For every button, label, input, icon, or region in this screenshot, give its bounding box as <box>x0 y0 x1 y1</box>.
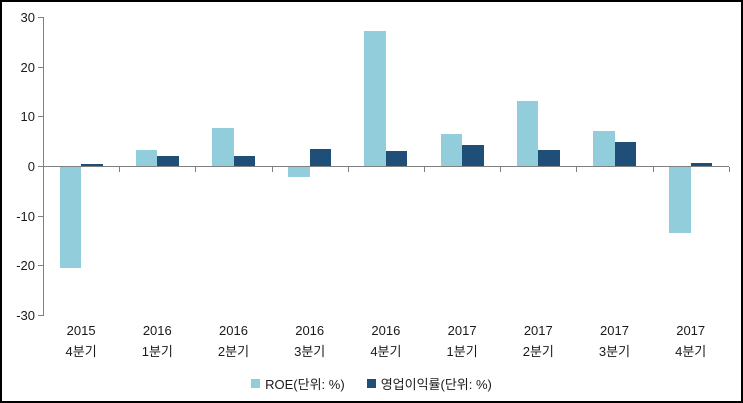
x-axis-label-line: 2017 <box>447 323 477 338</box>
x-axis-category-label: 2017 2분기 <box>500 320 576 362</box>
legend-label-operating-margin: 영업이익률(단위: %) <box>380 377 492 392</box>
roe-bar-2017-1분기 <box>440 133 463 166</box>
x-axis-tick <box>652 167 654 172</box>
y-axis-tick-label: 20 <box>20 59 35 75</box>
x-axis-label-line: 4분기 <box>65 344 97 359</box>
x-axis-category-label: 2017 1분기 <box>424 320 500 362</box>
y-axis-tick <box>38 166 43 167</box>
roe-bar-2015-4분기 <box>59 167 82 268</box>
x-axis-label-line: 3분기 <box>294 344 326 359</box>
x-axis-label-line: 2015 <box>66 323 96 338</box>
x-axis-label-line: 2017 <box>523 323 553 338</box>
x-axis-tick <box>271 167 273 172</box>
x-axis-label-line: 2016 <box>219 323 248 338</box>
opmargin-bar-2016-3분기 <box>309 148 332 166</box>
x-axis-line <box>43 166 729 167</box>
x-axis-category-label: 2016 3분기 <box>272 320 348 362</box>
x-axis-category-label: 2017 4분기 <box>653 320 729 362</box>
x-axis-label-line: 2분기 <box>217 344 250 359</box>
x-axis-category-label: 2016 2분기 <box>196 320 272 362</box>
y-axis-tick-label: -20 <box>16 258 35 274</box>
legend-swatch-operating-margin <box>366 379 376 388</box>
y-axis-tick <box>38 265 43 267</box>
roe-bar-2016-1분기 <box>135 150 158 166</box>
x-axis-category-label: 2016 1분기 <box>119 320 195 362</box>
y-axis-tick-label: 30 <box>20 10 35 25</box>
y-axis-tick <box>38 116 43 118</box>
y-axis-tick <box>38 215 43 217</box>
x-axis-label-line: 2016 <box>142 323 172 338</box>
x-axis-category-label: 2016 4분기 <box>348 320 424 362</box>
y-axis-tick <box>38 66 43 68</box>
x-axis-label-line: 3분기 <box>598 344 631 359</box>
opmargin-bar-2015-4분기 <box>81 164 103 166</box>
x-axis-tick <box>576 167 578 172</box>
opmargin-bar-2017-2분기 <box>538 149 560 166</box>
opmargin-bar-2016-2분기 <box>233 155 255 166</box>
opmargin-bar-2017-4분기 <box>690 162 713 166</box>
x-axis-label-line: 2017 <box>676 323 706 338</box>
x-axis-tick <box>347 167 349 172</box>
x-axis-label-line: 2017 <box>600 323 629 338</box>
y-axis-tick-label: 10 <box>20 109 35 125</box>
legend-swatch-roe <box>251 379 261 388</box>
y-axis-tick-label: -10 <box>16 208 35 224</box>
x-axis-label-line: 4분기 <box>675 344 707 359</box>
x-axis-tick <box>43 167 44 172</box>
x-axis-tick <box>500 167 502 172</box>
x-axis-category-label: 2015 4분기 <box>43 320 119 362</box>
x-axis-label-line: 4분기 <box>370 344 402 359</box>
x-axis-tick <box>195 167 197 172</box>
roe-bar-2017-4분기 <box>669 167 691 234</box>
x-axis-tick <box>119 167 121 172</box>
legend-item-operating-margin: 영업이익률(단위: %) <box>366 374 492 393</box>
x-axis-label-line: 2분기 <box>522 344 554 359</box>
legend-item-roe: ROE(단위: %) <box>251 374 345 393</box>
opmargin-bar-2017-3분기 <box>614 142 636 166</box>
y-axis-tick <box>38 17 43 18</box>
x-axis-label-line: 2016 <box>371 323 401 338</box>
opmargin-bar-2017-1분기 <box>462 144 484 166</box>
x-axis-label-line: 1분기 <box>141 344 173 359</box>
roe-bar-2016-2분기 <box>212 128 234 166</box>
roe-bar-2016-4분기 <box>364 30 386 166</box>
opmargin-bar-2016-1분기 <box>157 155 179 166</box>
x-axis-label-line: 1분기 <box>446 344 478 359</box>
x-axis-category-label: 2017 3분기 <box>577 320 653 362</box>
legend: ROE(단위: %) 영업이익률(단위: %) <box>2 374 741 393</box>
opmargin-bar-2016-4분기 <box>385 151 408 166</box>
y-axis-tick-label: -30 <box>16 308 35 323</box>
roe-bar-2016-3분기 <box>288 167 310 177</box>
y-axis-tick-label: 0 <box>27 159 35 174</box>
legend-label-roe: ROE(단위: %) <box>265 377 345 392</box>
x-axis-tick <box>424 167 425 172</box>
y-axis-tick <box>38 315 43 316</box>
x-axis-label-line: 2016 <box>295 323 325 338</box>
x-axis-tick <box>728 167 730 172</box>
roe-bar-2017-3분기 <box>593 131 615 166</box>
roe-bar-2017-2분기 <box>516 101 539 166</box>
